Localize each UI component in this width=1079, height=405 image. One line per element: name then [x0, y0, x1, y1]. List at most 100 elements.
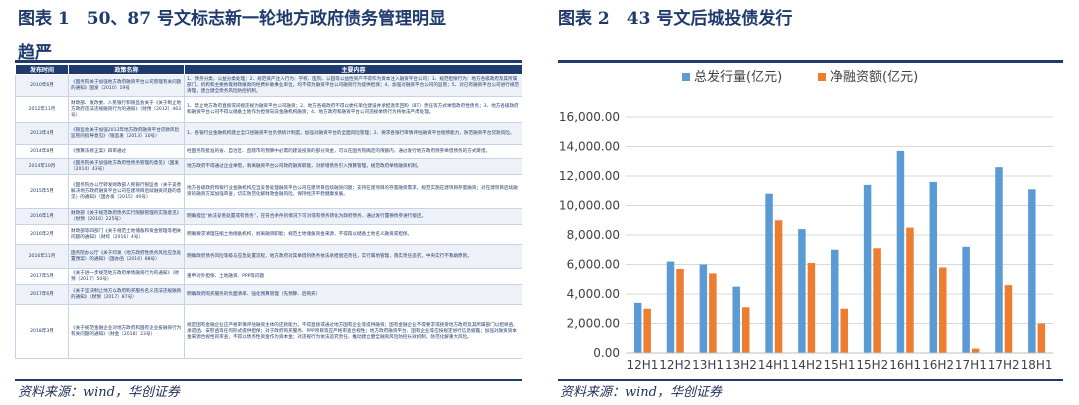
bar-net-16H2	[939, 267, 947, 353]
bar-total-18H1	[1028, 189, 1036, 353]
row-date: 2016年1月	[15, 208, 69, 225]
bar-total-15H2	[863, 184, 872, 353]
bar-net-13H1	[709, 273, 717, 353]
right-figure-title: 图表 2 43 号文后城投债发行	[558, 9, 793, 29]
row-content: 明确要求清理压缩土地储备机构，剥离融资职能；规范土地储备资金来源，不得再以储备土…	[184, 224, 522, 245]
bar-net-12H2	[676, 268, 684, 353]
x-tick-label: 13H1	[692, 358, 724, 372]
bar-net-14H2	[807, 263, 816, 353]
bar-net-12H1	[643, 308, 651, 353]
y-tick-label: 2,000.00	[567, 317, 620, 331]
bar-net-14H1	[774, 220, 783, 353]
row-date: 2016年11月	[15, 244, 69, 269]
bar-net-17H1	[971, 348, 980, 353]
bar-total-14H2	[798, 229, 806, 353]
row-content: 规定国有金融企业应严格审慎评估融资主体的还款能力，不得直接或通过地方国有企业等提…	[184, 304, 522, 359]
chart-svg: 总发行量(亿元) 净融资额(亿元) 0.00 2,000.00 4,000.00 6,00…	[559, 69, 1053, 372]
table-row: 2012年11月 财政部、发改委、人民银行和银监会关于《关于制止地方政府违法违规融…	[15, 96, 522, 123]
bar-total-14H1	[765, 193, 773, 353]
table-row: 2017年5月 《关于进一步规范地方政府举债融资行为的通知》（财预〔2017〕50…	[15, 268, 522, 285]
table-row: 2014年8月 《预算法修正案》四审通过 经国务院批准的省、自治区、直辖市的预算中必…	[15, 144, 522, 159]
bar-net-15H2	[873, 248, 881, 353]
y-tick-label: 14,000.00	[559, 140, 620, 154]
y-tick-label: 16,000.00	[559, 110, 620, 124]
y-tick-label: 12,000.00	[559, 169, 620, 183]
bar-total-16H1	[896, 150, 905, 353]
row-content: 重申对外担保、土地融资、PPP等问题	[184, 268, 522, 285]
bar-total-13H2	[732, 286, 740, 353]
x-tick-label: 12H1	[626, 358, 658, 372]
row-policy-name: 《国务院办公厅转发财政部人民银行银监会〈关于妥善解决地方政府融资平台公司在建项目…	[68, 174, 185, 209]
x-tick-label: 12H2	[659, 358, 691, 372]
row-policy-name: 财政部、发改委、人民银行和银监会关于《关于制止地方政府违法违规融资行为的通知》（…	[68, 96, 185, 123]
row-policy-name: 财政部《关于规范政府债务实行限额管理的实施意见》（财预〔2016〕225号）	[68, 208, 185, 225]
x-tick-label: 17H2	[988, 358, 1020, 372]
x-tick-label: 17H1	[955, 358, 987, 372]
legend-swatch-0	[682, 73, 690, 81]
policy-table: 发布时间 政策名称 主要内容 2010年6月 《国务院关于加强地方政府融资平台公司…	[15, 64, 522, 359]
legend-label-0: 总发行量(亿元)	[694, 69, 782, 85]
table-row: 2010年6月 《国务院关于加强地方政府融资平台公司管理有关问题的通知》国发〔20…	[15, 74, 522, 97]
table-row: 2018年3月 《关于规范金融企业对地方政府和国有企业投融资行为有关问题的通知》（…	[15, 304, 522, 359]
row-content: 明确政府购买服务的负面清单、强化预算管理（先预算、后购买）	[184, 284, 522, 305]
x-tick-label: 14H2	[791, 358, 823, 372]
row-date: 2012年11月	[15, 96, 69, 123]
row-content: 明确提出“依法妥善处置或有债务”，在符合条件的情况下可对或有债务转化为政府债务，…	[184, 208, 522, 225]
table-body: 2010年6月 《国务院关于加强地方政府融资平台公司管理有关问题的通知》国发〔20…	[15, 74, 522, 359]
x-tick-label: 14H1	[758, 358, 790, 372]
bar-net-18H1	[1037, 323, 1046, 353]
row-date: 2017年5月	[15, 268, 69, 285]
table-row: 2016年11月 国务院办公厅《关于印发〈地方政府性债务风险应急处置预案〉的通知》…	[15, 244, 522, 269]
row-date: 2017年6月	[15, 284, 69, 305]
policy-table-container: 发布时间 政策名称 主要内容 2010年6月 《国务院关于加强地方政府融资平台公司…	[15, 64, 522, 377]
table-row: 2015年5月 《国务院办公厅转发财政部人民银行银监会〈关于妥善解决地方政府融资平…	[15, 174, 522, 209]
left-bottom-rule	[15, 379, 522, 381]
x-tick-label: 13H2	[725, 358, 757, 372]
y-tick-label: 6,000.00	[567, 258, 620, 272]
row-policy-name: 《关于坚决制止地方以政府购买服务名义违法违规融资的通知》（财预〔2017〕87号…	[68, 284, 185, 305]
row-policy-name: 《国务院关于加强地方政府性债务管理的意见》（国发〔2014〕43号）	[68, 158, 185, 175]
row-content: 地方政府不得通过企业举借，剥离融资平台公司政府融资职能，对新增债务引入预算管理，…	[184, 158, 522, 175]
row-date: 2014年10月	[15, 158, 69, 175]
y-tick-label: 4,000.00	[567, 287, 620, 301]
row-date: 2014年8月	[15, 144, 69, 159]
left-title-line2: 趋严	[18, 43, 52, 63]
x-tick-label: 16H1	[889, 358, 921, 372]
row-policy-name: 《国务院关于加强地方政府融资平台公司管理有关问题的通知》国发〔2010〕19号	[68, 74, 185, 97]
bond-issuance-chart: 总发行量(亿元) 净融资额(亿元) 0.00 2,000.00 4,000.00 6,00…	[558, 64, 1063, 377]
x-tick-label: 18H1	[1021, 358, 1053, 372]
table-row: 2014年10月 《国务院关于加强地方政府性债务管理的意见》（国发〔2014〕43…	[15, 158, 522, 175]
right-top-rule	[558, 60, 1063, 63]
right-bottom-rule	[558, 379, 1063, 381]
bar-net-13H2	[741, 307, 750, 353]
bar-total-12H1	[633, 302, 642, 353]
left-source-note: 资料来源：wind，华创证券	[18, 385, 180, 400]
row-date: 2018年3月	[15, 304, 69, 359]
row-date: 2016年2月	[15, 224, 69, 245]
bar-net-16H1	[906, 227, 914, 353]
bar-net-15H1	[840, 308, 848, 353]
header-policy-name: 政策名称	[68, 64, 185, 75]
x-tick-label: 15H1	[824, 358, 856, 372]
y-tick-label: 0.00	[593, 346, 620, 360]
row-content: 1、各银行业金融机构建立全口径融资平台负债统计制度，加强对融资平台的全面风险管理…	[184, 122, 522, 145]
bar-total-15H1	[831, 249, 839, 353]
row-policy-name: 财政部等四部门《关于规范土地储备和资金管理等相关问题的通知》（财综〔2016〕4…	[68, 224, 185, 245]
row-content: 地方各级政府和银行业金融机构应当妥善处理融资平台公司在建项目后续融资问题；支持在…	[184, 174, 522, 209]
row-policy-name: 国务院办公厅《关于印发〈地方政府性债务风险应急处置预案〉的通知》（国办函〔201…	[68, 244, 185, 269]
row-policy-name: 《预算法修正案》四审通过	[68, 144, 185, 159]
bar-total-17H1	[962, 246, 970, 353]
right-source-note: 资料来源：wind，华创证券	[560, 385, 722, 400]
table-row: 2017年6月 《关于坚决制止地方以政府购买服务名义违法违规融资的通知》（财预〔2…	[15, 284, 522, 305]
row-date: 2015年5月	[15, 174, 69, 209]
legend-label-1: 净融资额(亿元)	[830, 70, 918, 85]
y-tick-label: 8,000.00	[567, 228, 620, 242]
header-date: 发布时间	[15, 64, 69, 75]
row-content: 明确政府债务风险等级与应急处置流程，地方政府对其举借的债务依法承担偿还责任，实行…	[184, 244, 522, 269]
left-title-line1: 图表 1 50、87 号文标志新一轮地方政府债务管理明显	[18, 9, 446, 29]
legend-swatch-1	[818, 73, 826, 81]
row-date: 2013年4月	[15, 122, 69, 145]
table-row: 2013年4月 《银监会关于加强2013年地方政府融资平台贷款风险监管的指导意见》…	[15, 122, 522, 145]
table-row: 2016年1月 财政部《关于规范政府债务实行限额管理的实施意见》（财预〔2016〕…	[15, 208, 522, 225]
